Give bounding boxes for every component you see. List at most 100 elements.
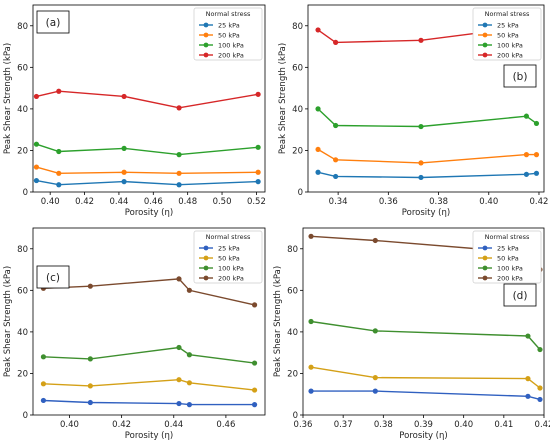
legend-entry-label: 25 kPa bbox=[497, 21, 519, 29]
data-point bbox=[533, 152, 540, 158]
chart-panel-2: 0 20 40 60 80 0.34 0.36 0.38 0.40 0.42 Porosity (η… bbox=[278, 4, 548, 218]
legend-entry-label: 50 kPa bbox=[218, 254, 240, 262]
legend-swatch-marker bbox=[482, 22, 488, 28]
legend-box bbox=[193, 230, 263, 284]
data-point bbox=[525, 393, 531, 399]
legend-title: Normal stress bbox=[485, 233, 530, 241]
x-tick-label: 0.50 bbox=[213, 197, 232, 207]
legend-entry-label: 200 kPa bbox=[218, 274, 244, 282]
y-tick-label: 20 bbox=[17, 369, 28, 379]
data-point bbox=[533, 170, 540, 176]
data-point bbox=[372, 328, 378, 334]
x-tick-label: 0.44 bbox=[109, 197, 128, 207]
data-point bbox=[308, 364, 314, 370]
data-point bbox=[255, 169, 261, 175]
x-tick-label: 0.39 bbox=[414, 420, 433, 430]
legend-entry-label: 25 kPa bbox=[497, 244, 519, 252]
data-point bbox=[56, 148, 62, 155]
panel-label-text: (d) bbox=[513, 290, 528, 302]
data-point bbox=[315, 146, 321, 153]
y-tick-label: 80 bbox=[287, 245, 298, 255]
data-point bbox=[333, 39, 339, 46]
x-tick-label: 0.41 bbox=[494, 420, 513, 430]
data-point bbox=[255, 91, 261, 97]
y-tick-label: 0 bbox=[23, 188, 28, 198]
y-tick-label: 80 bbox=[292, 22, 303, 32]
legend-swatch-marker bbox=[482, 42, 488, 48]
x-tick-label: 0.38 bbox=[429, 197, 448, 207]
legend-swatch-marker bbox=[482, 32, 488, 38]
data-point bbox=[523, 171, 530, 177]
series-line-100-kpa bbox=[310, 320, 541, 351]
x-tick-label: 0.42 bbox=[535, 420, 550, 430]
panel-label: (b) bbox=[503, 64, 537, 88]
data-point bbox=[121, 93, 127, 100]
y-tick-label: 0 bbox=[293, 411, 298, 421]
y-tick-label: 0 bbox=[23, 411, 28, 421]
data-point bbox=[315, 106, 321, 112]
y-tick-label: 60 bbox=[17, 286, 28, 296]
data-point bbox=[372, 375, 378, 381]
x-tick-label: 0.40 bbox=[41, 197, 60, 207]
y-tick-label: 20 bbox=[17, 146, 28, 156]
data-point bbox=[40, 354, 47, 360]
legend-swatch-marker bbox=[482, 245, 488, 251]
data-point bbox=[308, 318, 314, 325]
legend-entry-label: 50 kPa bbox=[497, 31, 519, 39]
data-point bbox=[308, 233, 314, 239]
panel-label: (d) bbox=[503, 283, 537, 307]
data-point bbox=[255, 144, 261, 150]
data-point bbox=[533, 120, 540, 127]
data-point bbox=[255, 179, 261, 185]
data-point bbox=[33, 93, 40, 100]
y-tick-label: 0 bbox=[298, 188, 303, 198]
x-tick-label: 0.42 bbox=[75, 197, 94, 207]
data-point bbox=[121, 169, 127, 175]
y-tick-label: 80 bbox=[17, 22, 28, 32]
data-point bbox=[56, 88, 62, 94]
legend-entry-label: 100 kPa bbox=[218, 41, 244, 49]
legend-title: Normal stress bbox=[206, 10, 251, 18]
x-tick-label: 0.38 bbox=[374, 420, 393, 430]
panel-label: (c) bbox=[36, 265, 70, 289]
x-tick-label: 0.48 bbox=[178, 197, 197, 207]
panel-label-box bbox=[503, 64, 537, 88]
x-tick-label: 0.36 bbox=[294, 420, 313, 430]
y-axis-label: Peak Shear Strength (kPa) bbox=[3, 43, 13, 154]
data-point bbox=[333, 173, 339, 180]
x-tick-label: 0.46 bbox=[216, 420, 235, 430]
data-point bbox=[87, 383, 93, 389]
y-tick-label: 40 bbox=[292, 105, 303, 115]
legend-swatch-marker bbox=[482, 255, 488, 261]
chart-panel-1: 0 20 40 60 80 0.40 0.42 0.44 0.46 0.48 0.50 0.52 Por… bbox=[3, 4, 266, 218]
legend-swatch-marker bbox=[482, 275, 488, 281]
data-point bbox=[176, 276, 182, 282]
x-tick-label: 0.40 bbox=[60, 420, 79, 430]
x-tick-label: 0.37 bbox=[334, 420, 353, 430]
data-point bbox=[333, 122, 339, 129]
legend: Normal stress 25 kPa 50 kPa 100 kPa 200 kPa bbox=[472, 7, 542, 61]
x-axis-label: Porosity (η) bbox=[125, 208, 173, 218]
data-point bbox=[315, 27, 321, 33]
legend-swatch-marker bbox=[203, 42, 209, 48]
data-point bbox=[372, 388, 378, 394]
legend-title: Normal stress bbox=[206, 233, 251, 241]
legend-box bbox=[193, 7, 263, 61]
data-point bbox=[40, 397, 47, 404]
data-point bbox=[121, 145, 127, 151]
y-tick-label: 60 bbox=[292, 63, 303, 73]
data-point bbox=[33, 141, 40, 147]
data-point bbox=[176, 182, 182, 188]
legend-entry-label: 25 kPa bbox=[218, 244, 240, 252]
legend-entry-label: 100 kPa bbox=[218, 264, 244, 272]
data-point bbox=[56, 170, 62, 176]
series-line-25-kpa bbox=[311, 390, 541, 401]
data-point bbox=[418, 123, 424, 130]
y-axis-label: Peak Shear Strength (kPa) bbox=[3, 266, 13, 377]
legend-swatch-marker bbox=[203, 52, 209, 58]
data-point bbox=[87, 283, 93, 289]
data-point bbox=[186, 402, 193, 408]
data-point bbox=[308, 388, 314, 394]
legend-box bbox=[472, 230, 542, 284]
